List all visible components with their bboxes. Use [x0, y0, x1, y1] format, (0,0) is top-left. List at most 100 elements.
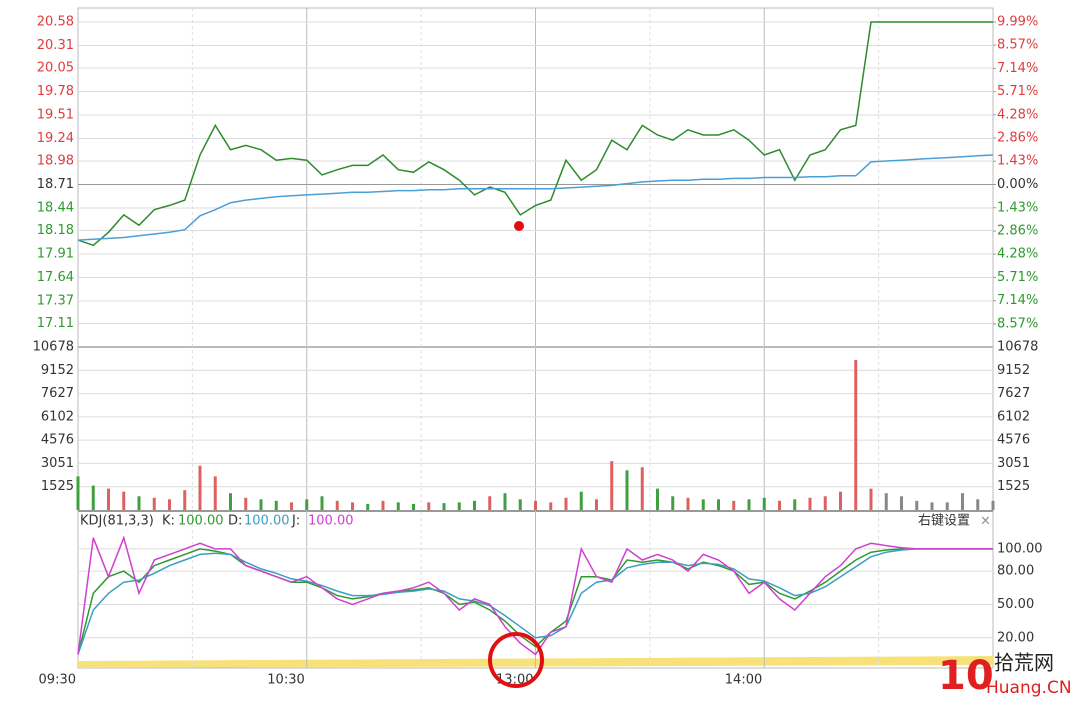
- watermark-domain: Huang.CN: [986, 678, 1072, 698]
- y-tick-label: 18.71: [37, 177, 74, 192]
- volume-bar: [91, 485, 95, 510]
- volume-bar: [564, 497, 568, 510]
- y-tick-label: 7627: [41, 386, 74, 401]
- close-button[interactable]: ×: [980, 514, 991, 529]
- volume-bar: [366, 503, 370, 510]
- volume-bar: [839, 491, 842, 510]
- plot-area: 09:30 10:30 13:00 14:0020.5820.3120.0519.78…: [33, 8, 1043, 688]
- y-tick-label: 3051: [997, 456, 1030, 471]
- y-tick-label: 10678: [997, 340, 1038, 355]
- y2-tick-label: 1.43%: [997, 200, 1038, 215]
- series-line: [77, 535, 993, 656]
- y-tick-label: 17.64: [37, 270, 74, 285]
- volume-bar: [259, 499, 263, 510]
- y2-tick-label: 4.28%: [997, 247, 1038, 262]
- y-tick-label: 18.98: [37, 154, 74, 169]
- volume-bar: [198, 465, 202, 510]
- annotation-dot: [514, 221, 524, 231]
- volume-bar: [808, 497, 812, 510]
- y-tick-label: 17.91: [37, 247, 74, 262]
- y-tick-label: 4576: [41, 433, 74, 448]
- y-tick-label: 10678: [33, 340, 74, 355]
- y2-tick-label: 2.86%: [997, 224, 1038, 239]
- y-tick-label: 6102: [41, 409, 74, 424]
- watermark-site: 拾荒网: [994, 651, 1054, 675]
- y-tick-label: 4576: [997, 433, 1030, 448]
- y2-tick-label: 4.28%: [997, 107, 1038, 122]
- y2-tick-label: 0.00%: [997, 177, 1038, 192]
- volume-bar: [900, 496, 903, 510]
- volume-bar: [976, 499, 980, 510]
- volume-bar: [884, 493, 888, 510]
- volume-bar: [305, 499, 309, 510]
- volume-bar: [915, 500, 919, 510]
- y-tick-label: 6102: [997, 409, 1030, 424]
- y-tick-label: 50.00: [997, 597, 1034, 612]
- volume-bar: [595, 499, 598, 510]
- volume-bar: [610, 461, 614, 510]
- y2-tick-label: 8.57%: [997, 316, 1038, 331]
- y-tick-label: 7627: [997, 386, 1030, 401]
- y2-tick-label: 5.71%: [997, 84, 1038, 99]
- volume-bar: [473, 500, 476, 510]
- legend-value: 100.00: [178, 514, 224, 529]
- y-tick-label: 17.37: [37, 293, 74, 308]
- volume-bar: [122, 491, 126, 510]
- volume-bar: [442, 503, 446, 510]
- watermark-logo: 10: [938, 653, 994, 699]
- volume-bar: [549, 502, 553, 510]
- volume-bar: [137, 496, 141, 510]
- volume-bar: [381, 500, 385, 510]
- y-tick-label: 9152: [41, 363, 74, 378]
- volume-bar: [427, 502, 431, 510]
- y-tick-label: 9152: [997, 363, 1030, 378]
- y2-tick-label: 8.57%: [997, 38, 1038, 53]
- y-tick-label: 20.58: [37, 15, 74, 30]
- volume-bar: [396, 502, 400, 510]
- y-tick-label: 19.78: [37, 84, 74, 99]
- y2-tick-label: 2.86%: [997, 130, 1038, 145]
- volume-bar: [213, 476, 217, 510]
- volume-bar: [168, 499, 171, 510]
- legend-label: K:: [162, 514, 175, 529]
- y-tick-label: 20.31: [37, 38, 74, 53]
- legend-label: J:: [291, 514, 300, 529]
- volume-bar: [640, 467, 644, 510]
- volume-bar: [534, 500, 537, 510]
- volume-bar: [351, 502, 354, 510]
- y-tick-label: 19.24: [37, 131, 74, 146]
- volume-bar: [930, 502, 934, 510]
- volume-bar: [625, 470, 629, 510]
- volume-bar: [686, 497, 690, 510]
- volume-bar: [823, 496, 827, 510]
- volume-bar: [229, 493, 232, 510]
- volume-bar: [747, 499, 751, 510]
- volume-bar: [945, 502, 949, 510]
- volume-bar: [732, 500, 736, 510]
- y-tick-label: 17.11: [37, 316, 74, 331]
- volume-bar: [869, 488, 873, 510]
- volume-bar: [412, 503, 415, 510]
- y-tick-label: 3051: [41, 456, 74, 471]
- volume-bar: [76, 476, 80, 510]
- y2-tick-label: 9.99%: [997, 15, 1038, 30]
- volume-bar: [503, 493, 507, 510]
- legend-value: 100.00: [244, 514, 290, 529]
- y2-tick-label: 7.14%: [997, 293, 1038, 308]
- series-line: [77, 21, 993, 247]
- y2-tick-label: 5.71%: [997, 270, 1038, 285]
- volume-bar: [335, 500, 339, 510]
- volume-bar: [457, 502, 461, 510]
- volume-bar: [671, 496, 675, 510]
- volume-bar: [991, 500, 995, 510]
- y-tick-label: 20.00: [997, 630, 1034, 645]
- volume-bar: [320, 496, 324, 510]
- volume-bar: [107, 488, 110, 510]
- y-tick-label: 18.44: [37, 200, 74, 215]
- settings-button[interactable]: 右键设置: [918, 514, 970, 529]
- series-line: [77, 154, 994, 241]
- x-tick-label: 09:30: [39, 673, 76, 688]
- indicator-title: KDJ(81,3,3): [80, 514, 154, 529]
